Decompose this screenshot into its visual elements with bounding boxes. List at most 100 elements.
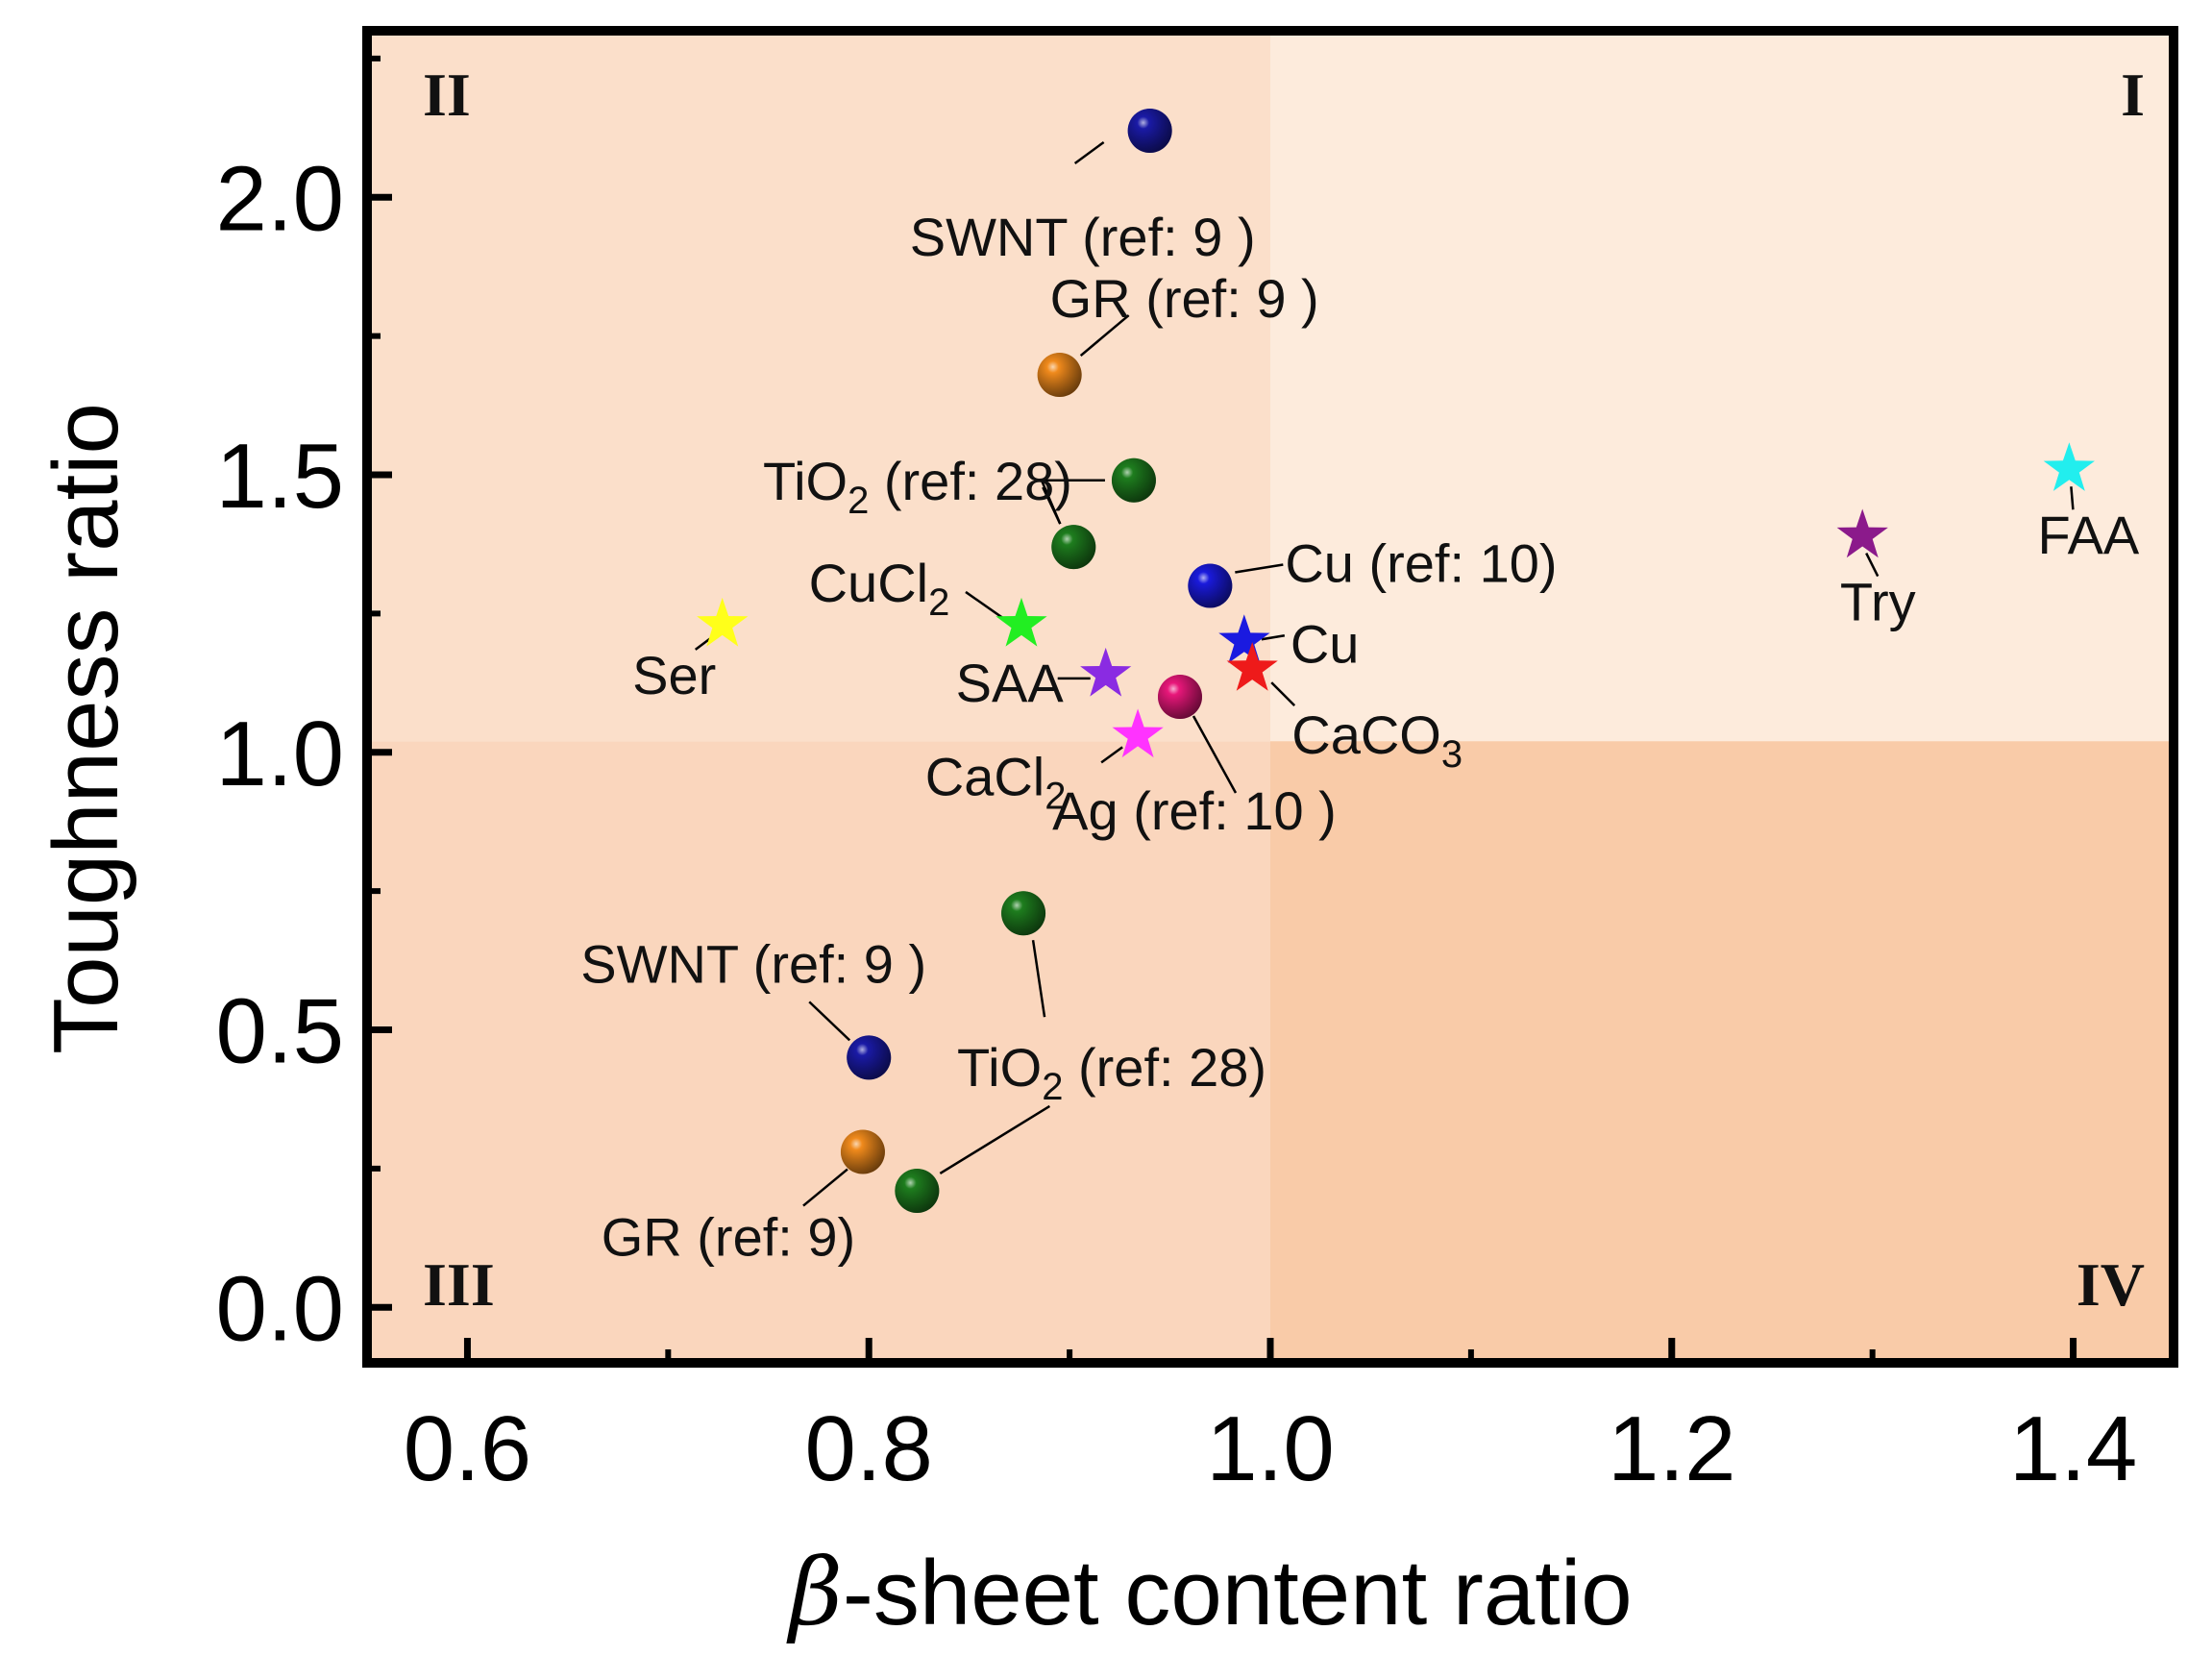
leader-line-0	[1073, 140, 1105, 164]
y-tick-label-0: 0.0	[216, 1257, 344, 1360]
data-point-shade-9	[895, 1168, 940, 1213]
leader-line-4	[1235, 563, 1284, 574]
data-point-shade-4	[1188, 563, 1233, 608]
point-label-0: SWNT (ref: 9 )	[910, 207, 1256, 267]
point-label-13: CaCO3	[1291, 704, 1462, 776]
leader-line-8	[802, 1168, 848, 1207]
x-tick-label-2: 1.0	[1206, 1397, 1334, 1500]
point-label-sub-15: 2	[1045, 775, 1066, 817]
quadrant-IV-bg	[1270, 741, 2174, 1363]
point-label-tail-2: (ref: 28)	[869, 451, 1072, 511]
leader-line-15	[1100, 746, 1123, 764]
point-label-main-12: Cu	[1290, 613, 1360, 674]
point-label-10: Ser	[632, 645, 716, 705]
leader-line-1	[1079, 314, 1130, 358]
point-label-15: CaCl2	[925, 746, 1067, 817]
x-axis-label-text: -sheet content ratio	[843, 1542, 1633, 1644]
quadrant-backgrounds	[367, 31, 2174, 1363]
data-point-shade-6	[1001, 891, 1046, 936]
leader-line-16	[1865, 552, 1880, 578]
point-label-main-10: Ser	[632, 645, 716, 705]
quadrant-label-IV: IV	[2077, 1250, 2145, 1319]
data-point-shade-0	[1127, 108, 1172, 153]
point-label-main-5: Ag (ref: 10 )	[1052, 780, 1337, 841]
data-point-shade-7	[847, 1035, 892, 1080]
point-label-sub-2: 2	[848, 480, 869, 522]
y-axis-label: Toughness ratio	[35, 403, 137, 1054]
point-label-5: Ag (ref: 10 )	[1052, 780, 1337, 841]
leader-line-6	[1031, 940, 1046, 1018]
y-tick-label-2: 1.0	[216, 703, 344, 805]
leader-line-11	[965, 590, 1005, 620]
point-label-main-16: Try	[1840, 572, 1916, 632]
y-tick-label-3: 1.5	[216, 425, 344, 528]
point-label-main-13: CaCO	[1291, 704, 1441, 765]
point-label-main-8: GR (ref: 9)	[602, 1207, 855, 1268]
point-label-main-1: GR (ref: 9 )	[1050, 268, 1319, 329]
point-label-11: CuCl2	[809, 553, 950, 624]
point-label-17: FAA	[2037, 505, 2139, 565]
point-label-main-15: CaCl	[925, 746, 1045, 806]
data-point-shade-8	[840, 1129, 885, 1174]
data-points	[697, 108, 2095, 1213]
quadrant-III-bg	[367, 741, 1270, 1363]
point-label-sub-13: 3	[1441, 733, 1462, 776]
data-point-0	[1127, 108, 1172, 153]
quadrant-label-I: I	[2121, 61, 2145, 129]
data-point-4	[1188, 563, 1233, 608]
data-point-13	[1226, 642, 1278, 691]
point-label-sub-6: 2	[1042, 1066, 1063, 1108]
leader-line-12	[1261, 634, 1286, 641]
leader-line-3	[1042, 486, 1062, 525]
point-label-tail-6: (ref: 28)	[1063, 1037, 1266, 1098]
data-point-shade-1	[1037, 353, 1082, 398]
point-label-main-0: SWNT (ref: 9 )	[910, 207, 1256, 267]
point-label-main-7: SWNT (ref: 9 )	[580, 933, 926, 994]
x-tick-label-3: 1.2	[1608, 1397, 1735, 1500]
point-label-main-14: SAA	[956, 653, 1065, 713]
leader-line-17	[2070, 486, 2075, 510]
data-point-shade-3	[1051, 525, 1096, 570]
point-label-4: Cu (ref: 10)	[1285, 533, 1557, 594]
leader-line-9	[939, 1104, 1051, 1175]
data-point-5	[1158, 675, 1202, 719]
point-label-main-4: Cu (ref: 10)	[1285, 533, 1557, 594]
data-point-3	[1051, 525, 1096, 570]
x-tick-label-0: 0.6	[404, 1397, 531, 1500]
quadrant-II-bg	[367, 31, 1270, 742]
data-point-shade-5	[1158, 675, 1202, 719]
label-leader-lines	[694, 140, 2075, 1207]
x-tick-label-1: 0.8	[804, 1397, 932, 1500]
data-point-shade-2	[1111, 457, 1156, 503]
point-label-2: TiO2 (ref: 28)	[763, 451, 1072, 522]
point-label-14: SAA	[956, 653, 1065, 713]
data-point-2	[1111, 457, 1156, 503]
point-label-main-6: TiO	[957, 1037, 1042, 1098]
data-point-1	[1037, 353, 1082, 398]
data-point-17	[2043, 442, 2095, 491]
quadrant-I-bg	[1270, 31, 2174, 742]
data-point-10	[697, 597, 749, 647]
point-label-6: TiO2 (ref: 28)	[957, 1037, 1266, 1108]
data-point-9	[895, 1168, 940, 1213]
leader-line-7	[808, 1001, 851, 1042]
point-label-main-2: TiO	[763, 451, 848, 511]
y-tick-label-4: 2.0	[216, 147, 344, 250]
data-point-7	[847, 1035, 892, 1080]
point-label-main-11: CuCl	[809, 553, 928, 613]
quadrant-label-III: III	[423, 1250, 495, 1319]
leader-line-13	[1270, 681, 1296, 707]
point-label-7: SWNT (ref: 9 )	[580, 933, 926, 994]
leader-line-5	[1192, 715, 1238, 794]
point-label-main-17: FAA	[2037, 505, 2139, 565]
data-point-8	[840, 1129, 885, 1174]
data-point-12	[1218, 614, 1270, 663]
axes: Toughness ratio β-sheet content ratio 0.…	[35, 55, 2137, 1646]
y-tick-label-1: 0.5	[216, 980, 344, 1083]
point-label-8: GR (ref: 9)	[602, 1207, 855, 1268]
leader-line-10	[694, 636, 712, 651]
x-axis-label: β-sheet content ratio	[786, 1539, 1632, 1646]
